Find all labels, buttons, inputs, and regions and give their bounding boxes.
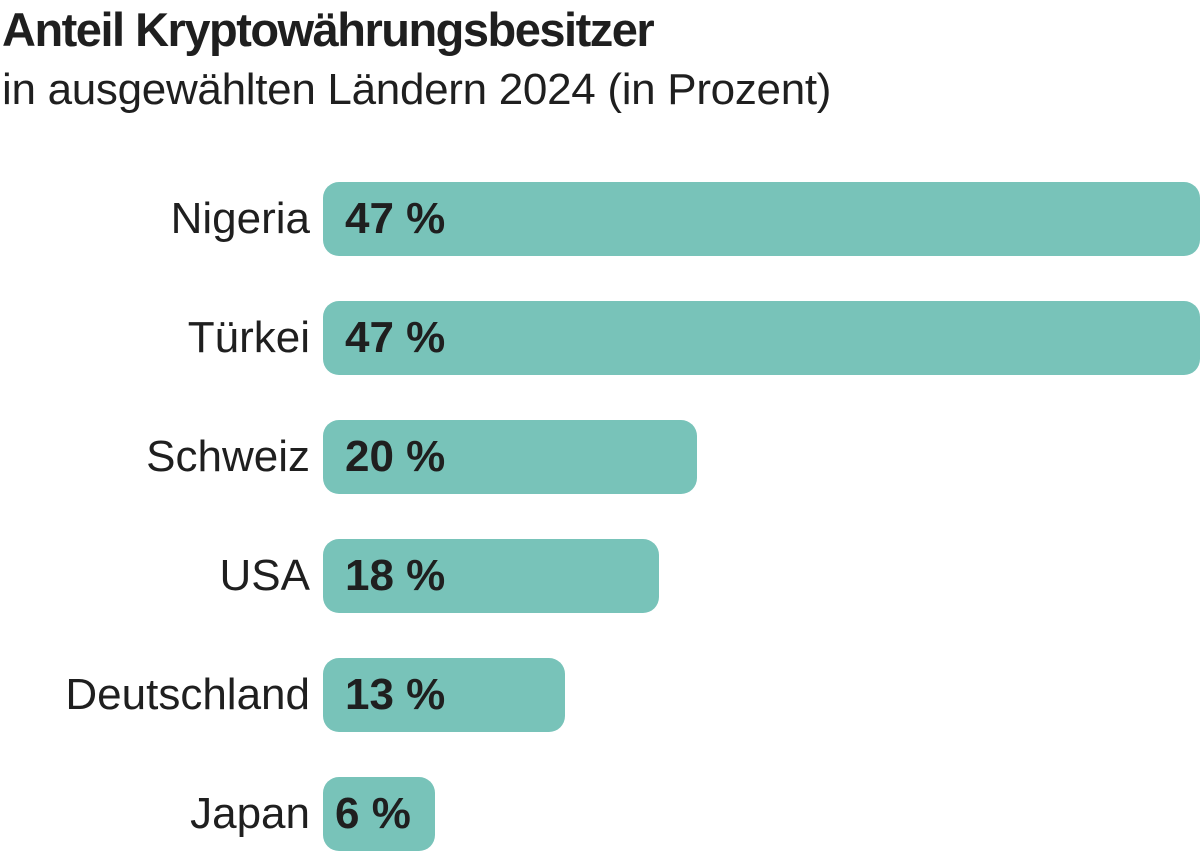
value-label: 47 % (345, 313, 446, 362)
category-label: Japan (190, 789, 310, 838)
value-label: 6 % (335, 789, 411, 838)
value-label: 47 % (345, 194, 446, 243)
bar (323, 539, 659, 613)
category-label: Nigeria (170, 194, 310, 243)
bar (323, 182, 1200, 256)
chart-subtitle: in ausgewählten Ländern 2024 (in Prozent… (2, 65, 832, 114)
bar-row-schweiz: Schweiz 20 % (0, 420, 1200, 494)
category-label: USA (219, 551, 310, 600)
bar-row-nigeria: Nigeria 47 % (0, 182, 1200, 256)
bar (323, 777, 435, 851)
category-label: Deutschland (65, 670, 310, 719)
bar (323, 658, 565, 732)
value-label: 20 % (345, 432, 446, 481)
bar-row-deutschland: Deutschland 13 % (0, 658, 1200, 732)
chart-title: Anteil Kryptowährungsbesitzer (2, 3, 655, 56)
category-label: Schweiz (146, 432, 310, 481)
bar-row-tuerkei: Türkei 47 % (0, 301, 1200, 375)
bar-row-japan: Japan 6 % (0, 777, 1200, 851)
bar (323, 420, 697, 494)
bar-row-usa: USA 18 % (0, 539, 1200, 613)
value-label: 13 % (345, 670, 446, 719)
value-label: 18 % (345, 551, 446, 600)
category-label: Türkei (187, 313, 310, 362)
bar (323, 301, 1200, 375)
